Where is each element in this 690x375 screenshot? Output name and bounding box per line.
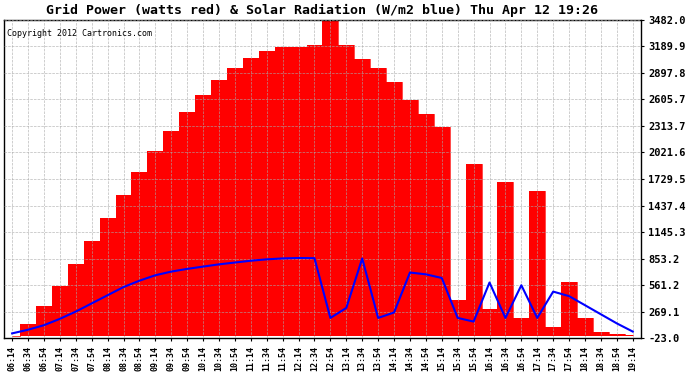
Text: Copyright 2012 Cartronics.com: Copyright 2012 Cartronics.com — [8, 29, 152, 38]
Title: Grid Power (watts red) & Solar Radiation (W/m2 blue) Thu Apr 12 19:26: Grid Power (watts red) & Solar Radiation… — [46, 4, 598, 17]
